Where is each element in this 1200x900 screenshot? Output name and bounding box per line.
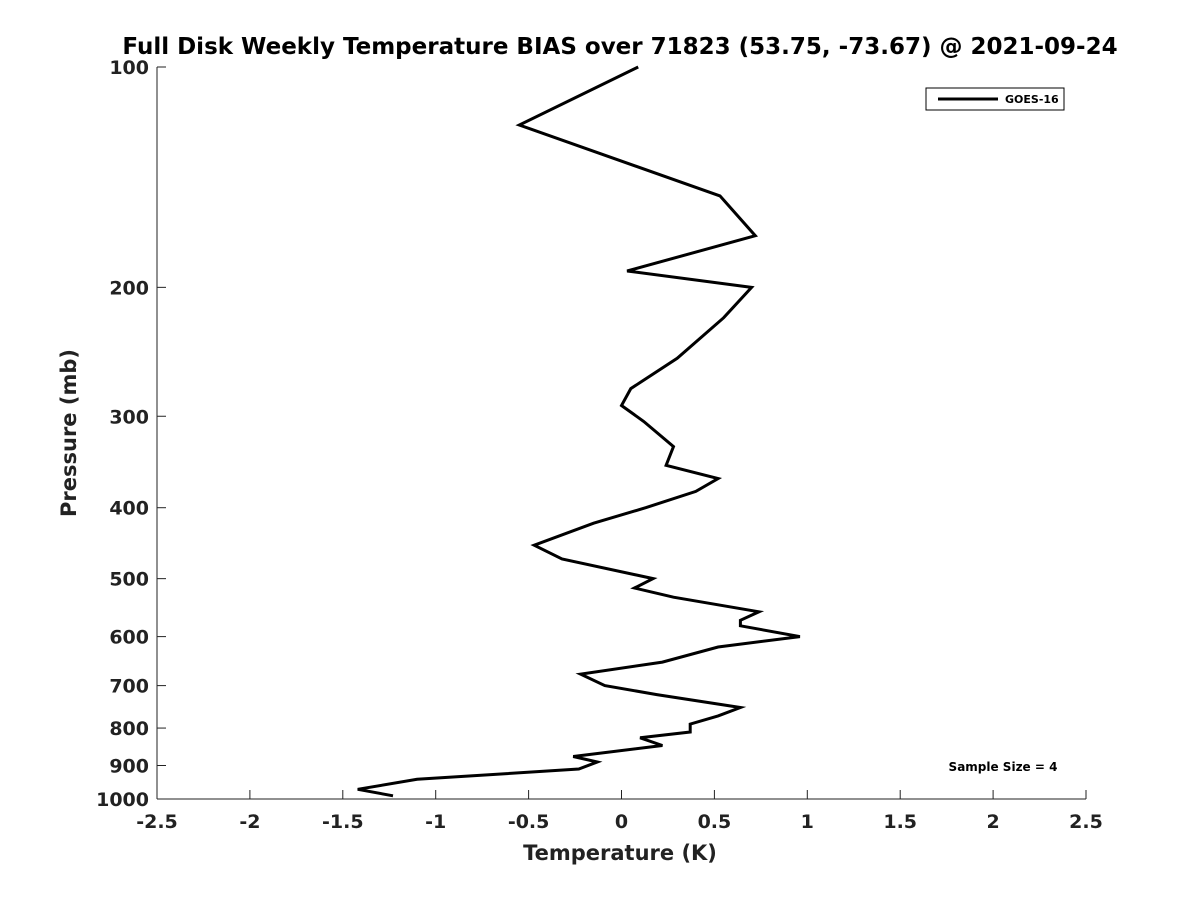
chart-title: Full Disk Weekly Temperature BIAS over 7… — [122, 34, 1117, 60]
axes: -2.5 -2 -1.5 -1 -0.5 0 0.5 1 1.5 2 2.5 100 200 300 400… — [96, 57, 1103, 833]
y-tick-label: 200 — [109, 277, 149, 299]
y-tick-label: 800 — [109, 718, 149, 740]
x-tick-label: -1 — [425, 811, 446, 833]
x-tick-label: -2 — [239, 811, 260, 833]
y-tick-label: 1000 — [96, 789, 149, 811]
x-tick-label: 0.5 — [698, 811, 732, 833]
x-tick-label: 0 — [615, 811, 628, 833]
y-tick-label: 500 — [109, 569, 149, 591]
series-line-goes-16 — [357, 65, 801, 798]
x-tick-label: 2.5 — [1069, 811, 1103, 833]
y-tick-label: 700 — [109, 676, 149, 698]
x-tick-label: 1.5 — [883, 811, 917, 833]
y-tick-label: 600 — [109, 627, 149, 649]
x-tick-label: -1.5 — [322, 811, 364, 833]
x-tick-label: 2 — [986, 811, 999, 833]
y-tick-label: 100 — [109, 57, 149, 79]
y-tick-label: 300 — [109, 406, 149, 428]
y-axis-label: Pressure (mb) — [57, 349, 81, 517]
legend: GOES-16 — [925, 87, 1065, 111]
x-axis-label: Temperature (K) — [523, 841, 717, 865]
x-tick-label: 1 — [801, 811, 814, 833]
x-tick-label: -0.5 — [508, 811, 550, 833]
legend-label-goes-16: GOES-16 — [1005, 93, 1059, 106]
sample-size-annotation: Sample Size = 4 — [949, 760, 1058, 774]
y-tick-label: 900 — [109, 756, 149, 778]
y-tick-label: 400 — [109, 498, 149, 520]
x-tick-label: -2.5 — [136, 811, 178, 833]
